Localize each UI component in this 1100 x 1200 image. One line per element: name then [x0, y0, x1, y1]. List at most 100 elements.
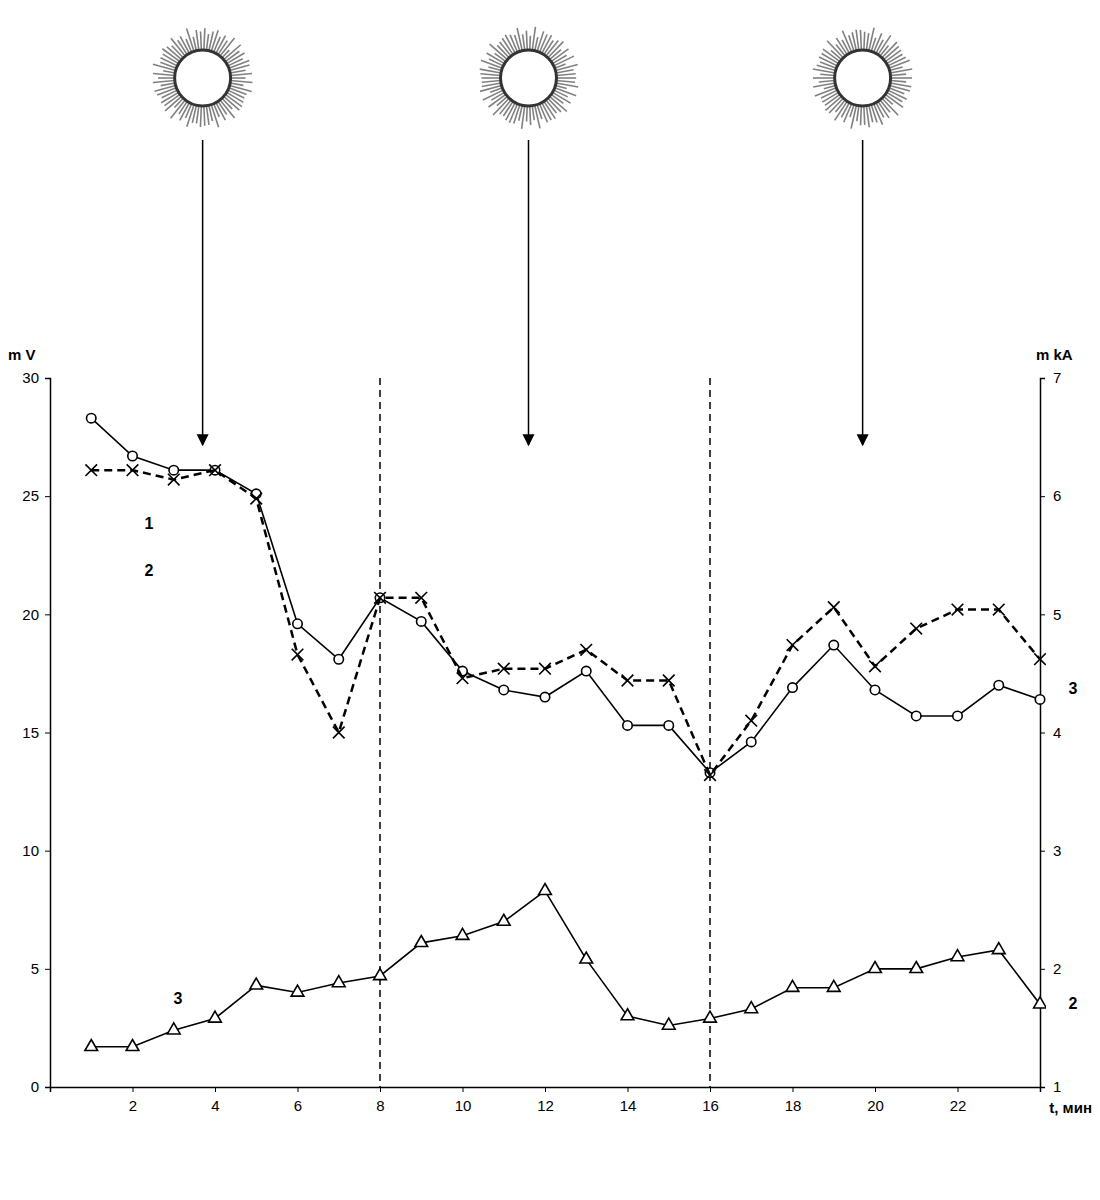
series-marker — [910, 961, 923, 972]
x-axis-tick-mark — [298, 1087, 299, 1092]
series-marker — [953, 711, 962, 720]
glow-spike — [480, 74, 500, 76]
glow-spike — [556, 70, 574, 73]
glow-spike — [882, 98, 898, 115]
series-marker — [333, 727, 345, 739]
series-line — [91, 891, 1040, 1047]
y2-axis-title: m kA — [1036, 346, 1073, 363]
series-marker — [1034, 653, 1046, 665]
y-axis-tick: 5 — [31, 960, 50, 977]
series-marker — [169, 465, 178, 474]
glow-spike — [535, 105, 540, 128]
x-axis-tick: 4 — [211, 1087, 219, 1114]
glow-spike — [231, 77, 246, 79]
glow-spike — [860, 30, 863, 50]
x-axis-tick-label: 18 — [785, 1097, 802, 1114]
x-axis-tick: 22 — [950, 1087, 967, 1114]
reference-line — [709, 378, 711, 1087]
y2-axis-tick-mark — [1040, 614, 1045, 615]
series-marker — [621, 1009, 634, 1020]
x-axis-tick: 6 — [294, 1087, 302, 1114]
y2-axis-tick-label: 2 — [1053, 960, 1061, 977]
curve-label: 3 — [1069, 680, 1078, 697]
glow-image — [153, 28, 253, 127]
glow-spike — [526, 106, 528, 122]
series-marker — [745, 715, 757, 727]
y-axis-tick-mark — [45, 851, 50, 852]
series-marker — [499, 685, 508, 694]
x-axis-tick-mark — [793, 1087, 794, 1092]
y-axis-tick-mark — [45, 378, 50, 379]
glow-spike — [857, 106, 859, 121]
series-marker — [293, 619, 302, 628]
y2-axis-tick: 2 — [1040, 960, 1061, 977]
y-axis-tick: 25 — [22, 487, 50, 504]
glow-spike — [813, 77, 835, 79]
glow-spike — [856, 30, 859, 51]
y2-axis-tick-label: 1 — [1053, 1078, 1061, 1095]
x-axis-tick-label: 12 — [537, 1097, 554, 1114]
glow-spike — [153, 74, 175, 76]
y2-axis-tick-label: 6 — [1053, 487, 1061, 504]
glow-spike — [230, 65, 250, 70]
glow-spike — [211, 105, 218, 128]
x-axis-tick-label: 22 — [950, 1097, 967, 1114]
y-axis-tick-label: 10 — [22, 842, 39, 859]
series-line — [91, 470, 1040, 775]
x-axis-tick-mark — [875, 1087, 876, 1092]
series-marker — [457, 672, 469, 684]
glow-spike — [824, 85, 836, 88]
glow-spike — [890, 69, 912, 73]
glow-spike — [866, 33, 868, 50]
series-marker — [580, 952, 593, 963]
x-axis-tick-mark — [463, 1087, 464, 1092]
glow-spike — [529, 36, 531, 50]
glow-spike — [889, 88, 904, 94]
y2-axis-tick: 1 — [1040, 1078, 1061, 1095]
curve-label: 2 — [1069, 995, 1078, 1012]
glow-spike — [171, 100, 186, 118]
y2-axis: 1234567 — [1040, 369, 1061, 1095]
x-axis-tick: 8 — [376, 1087, 384, 1114]
series-marker — [332, 976, 345, 987]
series-marker — [250, 493, 262, 505]
arrow — [528, 140, 530, 445]
y-axis-tick: 30 — [22, 369, 50, 386]
x-axis-tick-label: 2 — [129, 1097, 137, 1114]
y-axis-title: m V — [8, 346, 36, 363]
glow-spike — [230, 83, 243, 85]
glow-spike — [493, 98, 509, 115]
y2-axis-tick-mark — [1040, 378, 1045, 379]
glow-spike — [200, 32, 202, 51]
x-axis-tick: 16 — [702, 1087, 719, 1114]
series-marker — [167, 1023, 180, 1034]
glow-spike — [557, 77, 577, 79]
y-axis-tick-label: 5 — [31, 960, 39, 977]
x-axis-tick: 14 — [620, 1087, 637, 1114]
y-axis-tick: 10 — [22, 842, 50, 859]
series-marker — [582, 666, 591, 675]
y-axis-tick-mark — [45, 1087, 50, 1088]
x-axis-tick-label: 16 — [702, 1097, 719, 1114]
x-axis: 246810121416182022 — [51, 1087, 1041, 1114]
glow-spike — [556, 74, 575, 76]
glow-spike — [209, 105, 213, 121]
glow-spike — [889, 60, 910, 68]
x-axis-tick-mark — [380, 1087, 381, 1092]
series-marker — [869, 661, 881, 673]
x-axis-tick: 18 — [785, 1087, 802, 1114]
series-marker — [415, 592, 427, 604]
series-marker — [787, 639, 799, 651]
glow-spike — [891, 74, 907, 75]
series-marker — [540, 692, 549, 701]
glow-spike — [860, 106, 862, 125]
glow-spike — [514, 105, 520, 124]
series-marker — [1035, 695, 1044, 704]
series-marker — [1034, 997, 1046, 1008]
series-marker — [292, 649, 304, 661]
series-marker — [127, 464, 139, 476]
series-marker — [869, 961, 882, 972]
glow-spike — [206, 106, 209, 125]
glow-ring — [501, 50, 557, 106]
y2-axis-tick-mark — [1040, 851, 1045, 852]
